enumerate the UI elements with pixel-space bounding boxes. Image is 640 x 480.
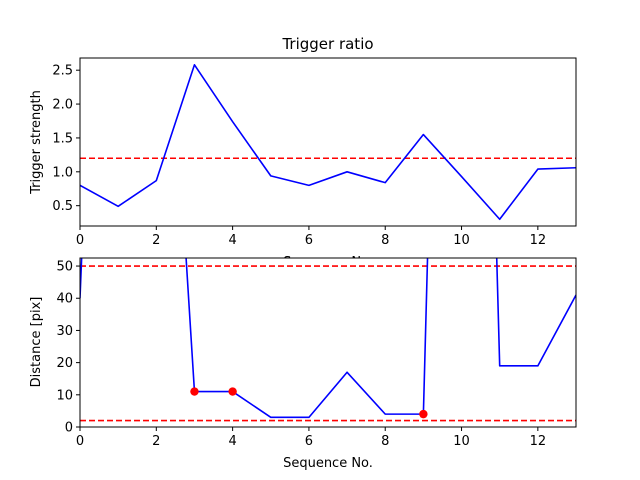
y-axis-label: Trigger strength (29, 90, 44, 195)
x-tick-label: 4 (228, 434, 236, 449)
x-tick-label: 10 (453, 233, 470, 248)
y-tick-label: 1.5 (52, 131, 73, 146)
axes-frame (79, 257, 577, 428)
x-tick-label: 0 (76, 233, 84, 248)
data-point-marker (419, 409, 428, 419)
y-tick-label: 10 (56, 388, 73, 403)
plot-content (80, 258, 576, 422)
plot-area (80, 258, 576, 427)
plot-area (80, 58, 576, 226)
data-point-marker (228, 387, 237, 396)
x-tick-label: 12 (530, 434, 547, 449)
y-tick-label: 1.0 (52, 165, 73, 180)
y-tick-label: 20 (56, 356, 73, 371)
data-point-marker (190, 387, 199, 396)
x-tick-label: 4 (228, 233, 236, 248)
y-tick-label: 40 (56, 292, 73, 307)
x-tick-label: 6 (305, 233, 313, 248)
y-tick-label: 50 (56, 260, 73, 275)
x-tick-label: 2 (152, 434, 160, 449)
x-tick-label: 2 (152, 233, 160, 248)
series-line-0 (80, 63, 576, 221)
y-tick-label: 30 (56, 324, 73, 339)
x-tick-label: 12 (530, 233, 547, 248)
x-tick-label: 6 (305, 434, 313, 449)
x-tick-label: 10 (453, 434, 470, 449)
y-tick-label: 0 (65, 421, 73, 436)
y-axis-label: Distance [pix] (29, 297, 44, 388)
y-tick-label: 2.5 (52, 64, 73, 79)
axes-frame (79, 57, 577, 227)
y-tick-label: 2.0 (52, 98, 73, 113)
distance-chart: Sequence No. Distance [pix] 0 2 4 6 8 10 12 0 10… (29, 257, 577, 471)
series-line-0 (80, 258, 576, 419)
x-tick-label: 8 (381, 233, 389, 248)
plot-content (80, 63, 576, 221)
x-axis-label: Sequence No. (283, 456, 373, 471)
x-tick-label: 8 (381, 434, 389, 449)
y-tick-label: 0.5 (52, 199, 73, 214)
x-tick-label: 0 (76, 434, 84, 449)
chart-title: Trigger ratio (281, 35, 373, 53)
